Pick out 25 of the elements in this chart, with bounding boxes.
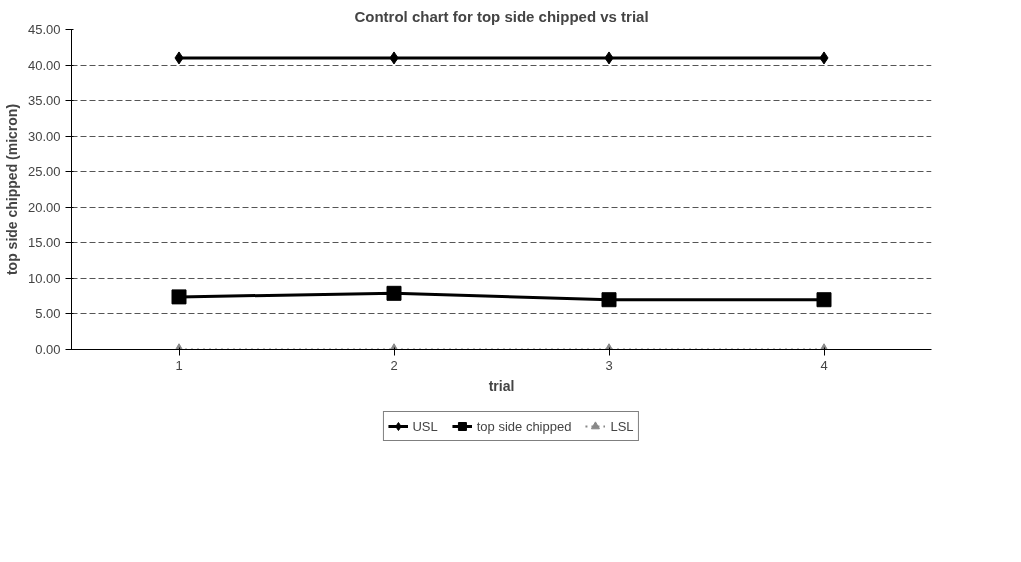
point [819,51,829,65]
y-tick-label: 25.00 [27,164,61,180]
y-axis-title: top side chipped (micron) [3,103,20,276]
point [604,51,614,65]
x-axis-title: trial [488,377,515,394]
y-tick-label: 15.00 [27,235,61,251]
chart-title: Control chart for top side chipped vs trial [354,7,649,25]
point [389,51,399,65]
x-tick-label: 1 [175,357,183,373]
y-tick-label: 0.00 [35,342,61,357]
x-tick-label: 3 [605,357,613,373]
point [174,51,184,65]
x-tick-label: 4 [820,357,828,373]
x-tick-label: 2 [390,357,398,373]
point [386,285,402,301]
y-tick-label: 45.00 [27,22,61,37]
y-tick-label: 10.00 [27,270,61,286]
y-tick-label: 30.00 [27,128,61,144]
legend-label: top side chipped [476,418,572,434]
legend-label: USL [412,418,438,434]
y-tick-label: 35.00 [27,93,61,109]
y-tick-label: 5.00 [35,306,61,322]
legend-label: LSL [610,418,634,434]
y-tick-label: 20.00 [27,199,61,215]
y-tick-label: 40.00 [27,57,61,73]
